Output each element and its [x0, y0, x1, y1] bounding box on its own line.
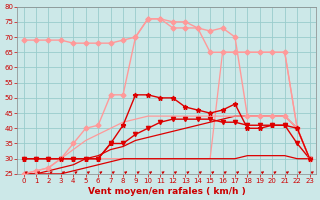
- X-axis label: Vent moyen/en rafales ( km/h ): Vent moyen/en rafales ( km/h ): [88, 187, 245, 196]
